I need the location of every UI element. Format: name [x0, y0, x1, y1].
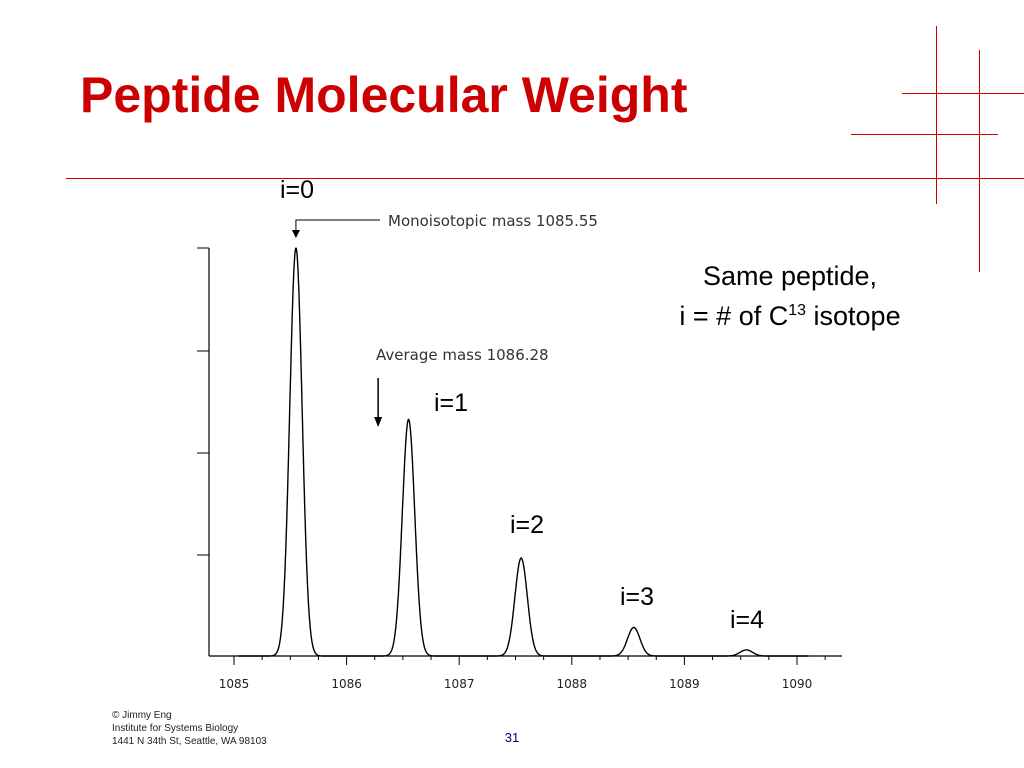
- slide-title: Peptide Molecular Weight: [80, 67, 688, 123]
- chart-annotations: Monoisotopic mass 1085.55 Average mass 10…: [291, 212, 598, 427]
- chart-axes: [197, 247, 842, 665]
- x-tick-label-1088: 1088: [557, 677, 588, 691]
- monoisotopic-arrowhead: [291, 230, 300, 238]
- monoisotopic-mass-label: Monoisotopic mass 1085.55: [388, 212, 598, 230]
- credit-line-author: © Jimmy Eng: [112, 710, 172, 721]
- header-rule: [66, 178, 1024, 179]
- peak-label-2: i=2: [510, 511, 544, 539]
- deco-horizontal-line-2: [851, 134, 998, 135]
- deco-vertical-line-2: [979, 50, 980, 272]
- note-line-2: i = # of C13 isotope: [600, 296, 980, 336]
- average-mass-label: Average mass 1086.28: [376, 346, 549, 364]
- credit-line-institute: Institute for Systems Biology: [112, 723, 239, 734]
- spectrum-line: [238, 247, 809, 657]
- peak-label-3: i=3: [620, 583, 654, 611]
- x-tick-label-1090: 1090: [782, 677, 813, 691]
- deco-vertical-line-1: [936, 26, 937, 204]
- credit-line-address: 1441 N 34th St, Seattle, WA 98103: [112, 736, 267, 747]
- deco-horizontal-line-1: [902, 93, 1024, 94]
- note-line-1: Same peptide,: [702, 261, 878, 291]
- chart-peaks: [238, 247, 809, 657]
- monoisotopic-leader-line: [295, 219, 380, 236]
- isotope-note: Same peptide, i = # of C13 isotope: [600, 256, 980, 336]
- note-line-2-suffix: isotope: [806, 301, 901, 331]
- note-superscript: 13: [788, 302, 807, 319]
- credit-block: © Jimmy Eng Institute for Systems Biolog…: [112, 709, 267, 748]
- peak-label-4: i=4: [730, 606, 764, 634]
- chart-tick-labels: 1085 1086 1087 1088 1089 1090: [219, 677, 813, 691]
- page-number: 31: [504, 730, 520, 745]
- peak-label-0: i=0: [280, 176, 314, 204]
- x-tick-label-1089: 1089: [669, 677, 700, 691]
- peak-label-1: i=1: [434, 389, 468, 417]
- x-tick-label-1087: 1087: [444, 677, 475, 691]
- x-tick-label-1086: 1086: [331, 677, 362, 691]
- x-tick-label-1085: 1085: [219, 677, 250, 691]
- note-line-2-prefix: i = # of C: [679, 301, 789, 331]
- chart-peak-labels: i=0 i=1 i=2 i=3 i=4: [280, 176, 764, 634]
- average-mass-arrowhead: [374, 417, 383, 427]
